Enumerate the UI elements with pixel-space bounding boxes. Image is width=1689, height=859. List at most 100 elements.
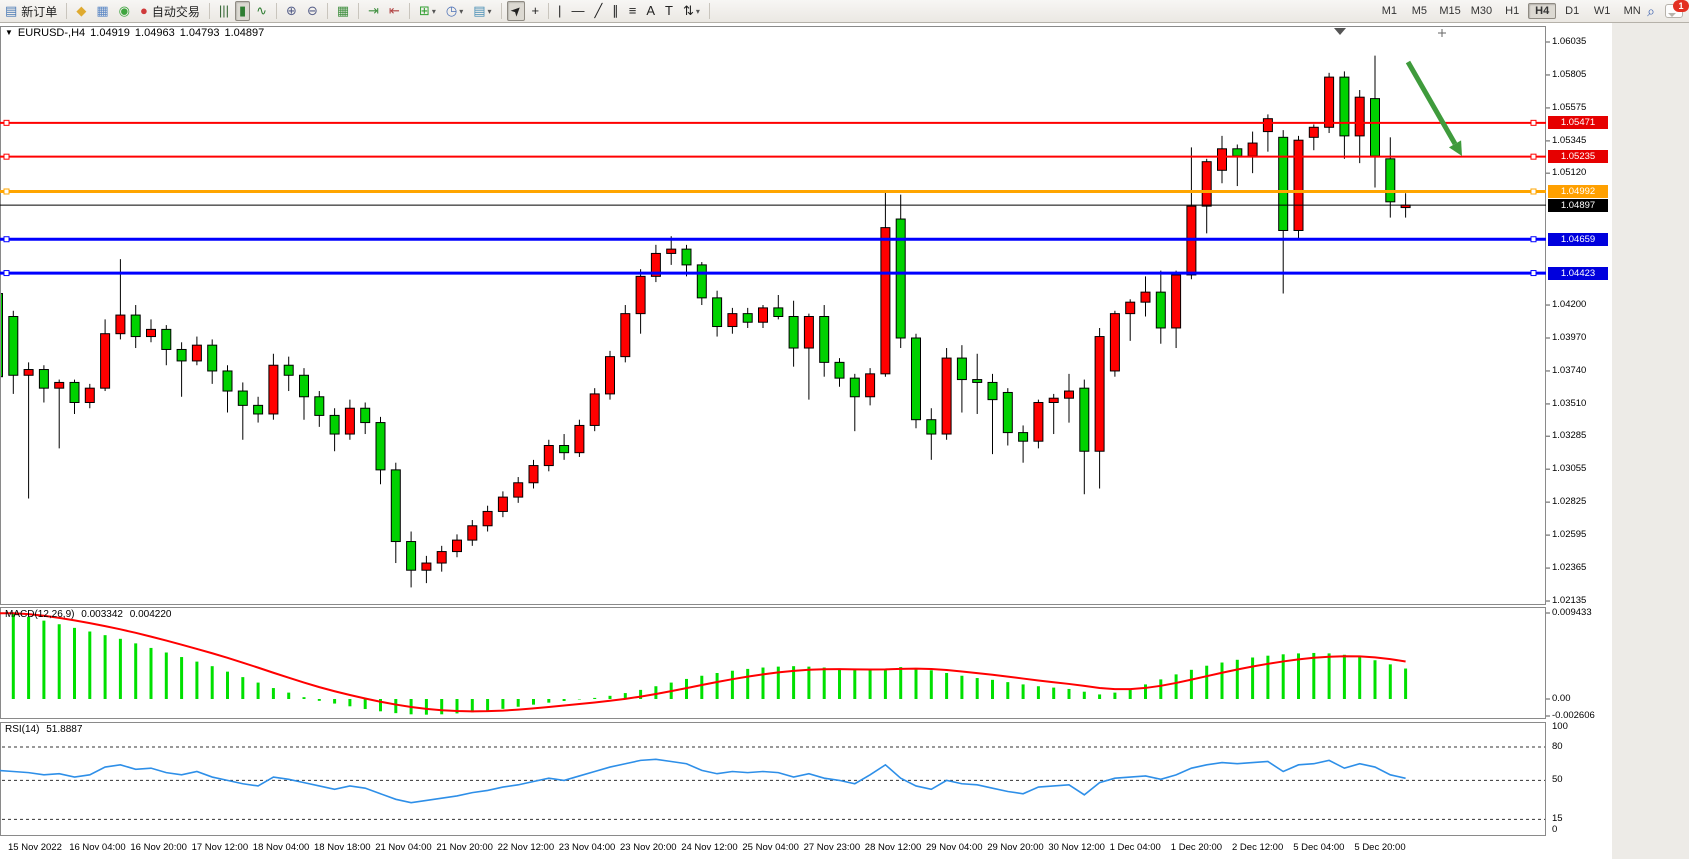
hline-button[interactable]: —	[567, 1, 588, 21]
candle-body	[299, 374, 309, 398]
zoom-out-button[interactable]: ⊖	[303, 1, 322, 21]
candle-body	[329, 414, 340, 435]
tile-windows-button[interactable]: ▦	[333, 1, 353, 21]
new-order-button[interactable]: ▤ 新订单	[1, 1, 61, 21]
price-tick-label: 1.05345	[1552, 134, 1587, 146]
notification-icon[interactable]: 1	[1665, 0, 1689, 18]
vline-icon: |	[558, 3, 562, 18]
time-axis-label: 21 Nov 20:00	[436, 842, 493, 853]
autotrade-button[interactable]: ● 自动交易	[136, 1, 204, 21]
candle-body	[1048, 397, 1059, 404]
price-badge: 1.04659	[1548, 232, 1608, 246]
price-tick-label: 1.05120	[1552, 167, 1587, 179]
line-handle	[1530, 119, 1537, 126]
candlestick-chart-button[interactable]: ▮	[234, 1, 251, 21]
timeframe-m1[interactable]: M1	[1381, 5, 1397, 17]
timeframe-w1[interactable]: W1	[1593, 5, 1611, 17]
toolbar: ▤ 新订单 ◆ ▦ ◉ ● 自动交易 ||| ▮ ∿ ⊕ ⊖ ▦ ⇥ ⇤ ⊞ ▾ ◷ ▾ ▤ ▾ ➤ + | — ╱ ∥ ≡ A T ⇅ ▾ …	[0, 0, 1689, 23]
candle-body	[1293, 139, 1304, 231]
candle-body	[865, 373, 876, 398]
time-axis-label: 2 Dec 12:00	[1232, 842, 1284, 853]
label-button[interactable]: T	[661, 1, 677, 21]
timeframe-m5[interactable]: M5	[1411, 5, 1427, 17]
toolbar-left: ▤ 新订单 ◆ ▦ ◉ ● 自动交易 ||| ▮ ∿ ⊕ ⊖ ▦ ⇥ ⇤ ⊞ ▾ ◷ ▾ ▤ ▾ ➤ + | — ╱ ∥ ≡ A T ⇅ ▾	[0, 0, 1374, 22]
auto-scroll-button[interactable]: ⇥	[364, 1, 383, 21]
line-handle	[3, 236, 10, 243]
new-order-icon: ▤	[5, 3, 18, 18]
timeframe-h1[interactable]: H1	[1505, 5, 1520, 17]
line-chart-button[interactable]: ∿	[252, 1, 271, 21]
trend-arrow[interactable]	[1405, 60, 1458, 146]
templates-button[interactable]: ▤ ▾	[469, 1, 495, 21]
line-handle	[1530, 153, 1537, 160]
time-axis-label: 18 Nov 18:00	[314, 842, 371, 853]
candle-body	[773, 307, 784, 317]
zoom-in-button[interactable]: ⊕	[282, 1, 301, 21]
vline-button[interactable]: |	[554, 1, 565, 21]
price-tick-label: 1.02825	[1552, 496, 1587, 508]
periods-icon: ◷	[445, 3, 458, 18]
candle-body	[650, 252, 661, 277]
text-button[interactable]: A	[642, 1, 659, 21]
arrows-button[interactable]: ⇅ ▾	[679, 1, 704, 21]
fibo-button[interactable]: ≡	[625, 1, 641, 21]
bar-chart-button[interactable]: |||	[215, 1, 233, 21]
candle-body	[559, 445, 570, 454]
candle-body	[69, 381, 80, 404]
indicators-button[interactable]: ⊞ ▾	[415, 1, 440, 21]
timeframe-m30[interactable]: M30	[1470, 5, 1493, 17]
time-axis-label: 30 Nov 12:00	[1048, 842, 1105, 853]
toolbar-separator	[358, 3, 360, 19]
candle-body	[1, 293, 3, 378]
time-axis-label: 22 Nov 12:00	[497, 842, 555, 853]
time-axis-label: 25 Nov 04:00	[742, 842, 799, 853]
candle-body	[23, 369, 34, 376]
chart-shift-icon: ⇤	[389, 3, 400, 18]
trendline-button[interactable]: ╱	[590, 1, 606, 21]
macd-signal-line	[0, 612, 1406, 713]
timeframe-d1[interactable]: D1	[1565, 5, 1580, 17]
candle-body	[283, 364, 294, 376]
time-axis-label: 29 Nov 04:00	[926, 842, 983, 853]
toolbar-separator	[326, 3, 328, 19]
time-axis-label: 16 Nov 04:00	[69, 842, 126, 853]
timeframe-m15[interactable]: M15	[1439, 5, 1461, 17]
signals-button[interactable]: ◉	[115, 1, 134, 21]
chart-shift-button[interactable]: ⇤	[385, 1, 404, 21]
cursor-icon: ➤	[506, 1, 525, 20]
line-handle	[3, 119, 10, 126]
periods-button[interactable]: ◷ ▾	[442, 1, 467, 21]
timeframe-h4[interactable]: H4	[1528, 3, 1557, 19]
candle-body	[1064, 390, 1074, 399]
cursor-button[interactable]: ➤	[506, 1, 526, 21]
time-axis-label: 1 Dec 04:00	[1109, 842, 1161, 853]
gold-icon-button[interactable]: ◆	[72, 1, 90, 21]
crosshair-button[interactable]: +	[527, 1, 543, 21]
toolbar-separator	[276, 3, 278, 19]
timeframe-mn[interactable]: MN	[1623, 5, 1641, 17]
candle-body	[222, 370, 233, 392]
candle-body	[1201, 161, 1212, 207]
tile-windows-icon: ▦	[336, 3, 350, 18]
channel-button[interactable]: ∥	[608, 1, 623, 21]
macd-pane	[0, 607, 1546, 719]
time-axis-label: 5 Dec 04:00	[1293, 842, 1345, 853]
candle-body	[528, 465, 539, 484]
price-tick-label: 1.02135	[1552, 595, 1587, 607]
candle-body	[574, 424, 585, 454]
candle-body	[605, 356, 615, 395]
price-tick-label: 1.03740	[1552, 364, 1587, 376]
candle-body	[803, 315, 814, 349]
line-handle	[1530, 188, 1537, 195]
search-icon[interactable]: ⌕	[1647, 2, 1655, 19]
candle-body	[390, 469, 401, 543]
profile-button[interactable]: ▦	[92, 1, 112, 21]
candle-body	[712, 297, 723, 328]
timeframe-toolbar: M1 M5 M15 M30 H1 H4 D1 W1 MN	[1374, 3, 1647, 19]
caret-down-icon: ▾	[431, 6, 436, 16]
candle-body	[421, 562, 432, 571]
candle-body	[253, 404, 264, 415]
line-handle	[1530, 236, 1537, 243]
rsi-pane	[0, 722, 1546, 836]
